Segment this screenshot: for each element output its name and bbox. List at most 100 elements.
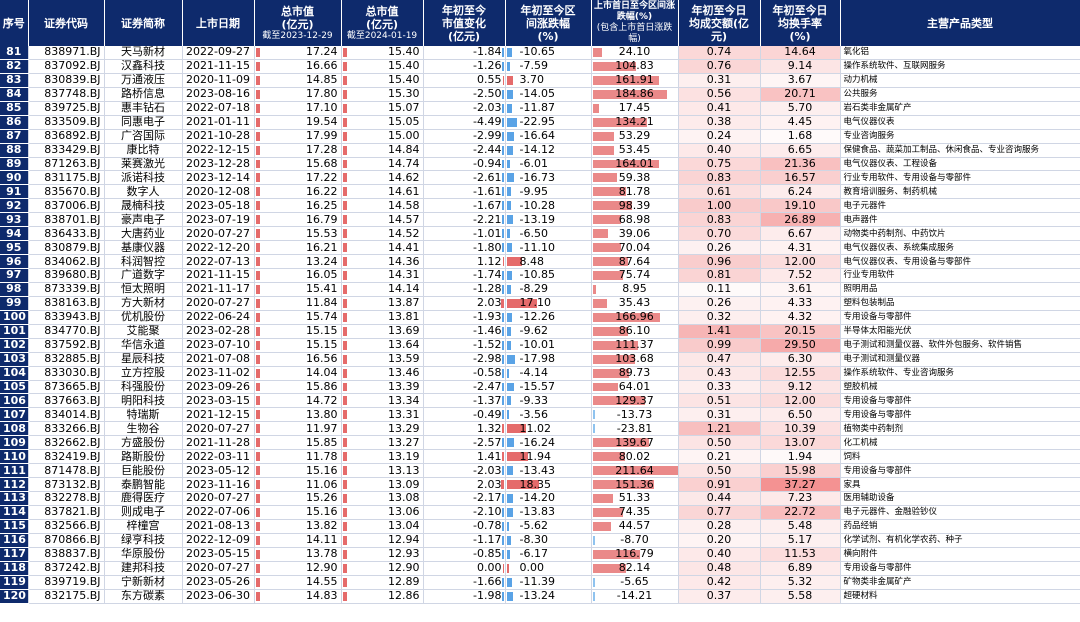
table-row[interactable]: 103 832885.BJ 星辰科技 2021-07-08 16.56 13.59 -2.9… — [0, 352, 1080, 367]
row-avg-rate: 15.98 — [760, 463, 841, 479]
header-ytd-change[interactable]: 年初至今 市值变化 (亿元) — [423, 0, 506, 46]
table-row[interactable]: 110 832419.BJ 路斯股份 2022-03-11 11.78 13.19 1.41… — [0, 449, 1080, 465]
change-bar — [502, 563, 504, 573]
header-name[interactable]: 证券简称 — [104, 0, 183, 46]
table-row[interactable]: 114 837821.BJ 则成电子 2022-07-06 15.16 13.06 -2.1… — [0, 505, 1080, 520]
table-row[interactable]: 120 832175.BJ 东方碳素 2023-06-30 14.83 12.86 -1.9… — [0, 589, 1080, 604]
table-row[interactable]: 85 839725.BJ 惠丰钻石 2022-07-18 17.10 15.07 -2.03… — [0, 101, 1080, 116]
table-row[interactable]: 116 870866.BJ 绿亨科技 2022-12-09 14.11 12.94 -1.1… — [0, 533, 1080, 548]
row-products-value: 电子元器件 — [843, 200, 887, 211]
row-avg-turnover: 0.21 — [678, 449, 761, 465]
row-avg-turnover: 0.32 — [678, 310, 761, 325]
row-code: 837242.BJ — [28, 561, 105, 576]
table-row[interactable]: 93 838701.BJ 豪声电子 2023-07-19 16.79 14.57 -2.21… — [0, 212, 1080, 228]
table-row[interactable]: 87 836892.BJ 广咨国际 2021-10-28 17.99 15.00 -2.99… — [0, 129, 1080, 144]
table-row[interactable]: 100 833943.BJ 优机股份 2022-06-24 15.74 13.81 -1.9… — [0, 310, 1080, 325]
mcap-bar — [342, 257, 347, 266]
row-mcap-2023: 16.21 — [254, 240, 342, 256]
row-mcap-2023: 15.15 — [254, 338, 342, 353]
row-mcap-2023: 15.41 — [254, 282, 342, 297]
table-row[interactable]: 118 837242.BJ 建邦科技 2020-07-27 12.90 12.90 0.00… — [0, 561, 1080, 576]
row-mcap-2024-value: 14.52 — [388, 226, 420, 240]
table-row[interactable]: 105 873665.BJ 科强股份 2023-09-26 15.86 13.39 -2.4… — [0, 380, 1080, 395]
row-ytd-change: -0.85 — [423, 547, 506, 562]
table-row[interactable]: 86 833509.BJ 同惠电子 2021-01-11 19.54 15.05 -4.49… — [0, 115, 1080, 130]
table-row[interactable]: 102 837592.BJ 华信永道 2023-07-10 15.15 13.64 -1.5… — [0, 338, 1080, 353]
table-row[interactable]: 107 834014.BJ 特瑞斯 2021-12-15 13.80 13.31 -0.49… — [0, 407, 1080, 423]
row-code: 835670.BJ — [28, 184, 105, 200]
table-row[interactable]: 88 833429.BJ 康比特 2022-12-15 17.28 14.84 -2.44 -… — [0, 143, 1080, 158]
row-ipo-range-value: 87.64 — [618, 254, 651, 268]
row-ytd-change-value: -1.17 — [473, 533, 502, 547]
row-seq-value: 99 — [6, 296, 22, 310]
header-avg-turnover[interactable]: 年初至今日 均成交额(亿 元) — [678, 0, 761, 46]
row-code: 832662.BJ — [28, 435, 105, 451]
table-row[interactable]: 81 838971.BJ 天马新材 2022-09-27 17.24 15.40 -1.84… — [0, 46, 1080, 60]
row-ytd-change-value: -0.58 — [473, 366, 502, 380]
row-name-value: 方盛股份 — [121, 435, 165, 449]
table-row[interactable]: 94 836433.BJ 大唐药业 2020-07-27 15.53 14.52 -1.01… — [0, 226, 1080, 242]
table-row[interactable]: 113 832278.BJ 鹿得医疗 2020-07-27 15.26 13.08 -2.1… — [0, 491, 1080, 506]
row-ytd-change: -1.66 — [423, 575, 506, 590]
header-avg-rate[interactable]: 年初至今日 均换手率 (%) — [760, 0, 841, 46]
table-row[interactable]: 106 837663.BJ 明阳科技 2023-03-15 14.72 13.34 -1.3… — [0, 393, 1080, 409]
header-seq[interactable]: 序号 — [0, 0, 29, 46]
row-code: 839719.BJ — [28, 575, 105, 590]
row-ytd-change: -2.03 — [423, 463, 506, 479]
table-row[interactable]: 90 831175.BJ 派诺科技 2023-12-14 17.22 14.62 -2.61… — [0, 170, 1080, 186]
table-row[interactable]: 96 834062.BJ 科润智控 2022-07-13 13.24 14.36 1.12 8… — [0, 254, 1080, 269]
row-mcap-2023-value: 15.16 — [306, 505, 338, 519]
row-ipo-range: 51.33 — [591, 491, 679, 506]
row-ytd-change: -0.58 — [423, 366, 506, 381]
header-mcap-2024[interactable]: 总市值 (亿元) 截至2024-01-19 — [341, 0, 424, 46]
row-products-value: 塑料包装制品 — [843, 298, 895, 309]
row-code-value: 837592.BJ — [44, 338, 101, 352]
ipo-bar — [592, 159, 659, 169]
row-ytd-change-value: -1.67 — [473, 198, 502, 212]
header-code[interactable]: 证券代码 — [28, 0, 105, 46]
table-row[interactable]: 92 837006.BJ 晟楠科技 2023-05-18 16.25 14.58 -1.67… — [0, 198, 1080, 214]
row-mcap-2024-value: 14.41 — [388, 240, 420, 254]
header-list-date[interactable]: 上市日期 — [182, 0, 255, 46]
table-row[interactable]: 109 832662.BJ 方盛股份 2021-11-28 15.85 13.27 -2.5… — [0, 435, 1080, 451]
row-ytd-range-value: -13.83 — [519, 505, 555, 519]
table-row[interactable]: 117 838837.BJ 华原股份 2023-05-15 13.78 12.93 -0.8… — [0, 547, 1080, 562]
table-row[interactable]: 119 839719.BJ 宁新新材 2023-05-26 14.55 12.89 -1.6… — [0, 575, 1080, 590]
table-row[interactable]: 97 839680.BJ 广道数字 2021-11-15 16.05 14.31 -1.74… — [0, 268, 1080, 283]
row-ipo-range-value: 39.06 — [618, 226, 651, 240]
row-seq-value: 97 — [6, 268, 22, 282]
header-ipo-range[interactable]: 上市首日至今区间涨跌幅(%) (包含上市首日涨跌幅) — [591, 0, 679, 46]
row-seq-value: 84 — [6, 87, 22, 101]
row-date-value: 2023-12-14 — [186, 170, 250, 184]
table-row[interactable]: 84 837748.BJ 路桥信息 2023-08-16 17.80 15.30 -2.50… — [0, 87, 1080, 102]
table-row[interactable]: 104 833030.BJ 立方控股 2023-11-02 14.04 13.46 -0.5… — [0, 366, 1080, 381]
range-bar — [506, 549, 510, 559]
table-row[interactable]: 101 834770.BJ 艾能聚 2023-02-28 15.15 13.69 -1.46… — [0, 324, 1080, 339]
row-ipo-range: 8.95 — [591, 282, 679, 297]
table-row[interactable]: 112 873132.BJ 泰鹏智能 2023-11-16 11.06 13.09 2.03… — [0, 477, 1080, 492]
table-row[interactable]: 91 835670.BJ 数字人 2020-12-08 16.22 14.61 -1.61 -… — [0, 184, 1080, 200]
table-row[interactable]: 111 871478.BJ 巨能股份 2023-05-12 15.16 13.13 -2.0… — [0, 463, 1080, 479]
row-ytd-change-value: -1.61 — [473, 184, 502, 198]
row-date-value: 2023-11-02 — [186, 366, 250, 380]
row-mcap-2023: 16.25 — [254, 198, 342, 214]
table-row[interactable]: 108 833266.BJ 生物谷 2020-07-27 11.97 13.29 1.32 1… — [0, 421, 1080, 437]
row-ytd-range: 11.94 — [505, 449, 592, 465]
header-products[interactable]: 主营产品类型 — [840, 0, 1080, 46]
table-row[interactable]: 82 837092.BJ 汉鑫科技 2021-11-15 16.66 15.40 -1.26… — [0, 59, 1080, 74]
row-ytd-change-value: -1.01 — [473, 226, 502, 240]
table-row[interactable]: 95 830879.BJ 基康仪器 2022-12-20 16.21 14.41 -1.80… — [0, 240, 1080, 256]
table-row[interactable]: 89 871263.BJ 莱赛激光 2023-12-28 15.68 14.74 -0.94… — [0, 157, 1080, 172]
header-mcap-2023[interactable]: 总市值 (亿元) 截至2023-12-29 — [254, 0, 342, 46]
table-row[interactable]: 83 830839.BJ 万通液压 2020-11-09 14.85 15.40 0.55 3… — [0, 73, 1080, 88]
row-ytd-range: -5.62 — [505, 519, 592, 534]
header-ytd-range[interactable]: 年初至今区 间涨跌幅 (%) — [505, 0, 592, 46]
table-row[interactable]: 99 838163.BJ 方大新材 2020-07-27 11.84 13.87 2.03 1… — [0, 296, 1080, 311]
table-row[interactable]: 115 832566.BJ 梓橦宫 2021-08-13 13.82 13.04 -0.78… — [0, 519, 1080, 534]
row-avg-rate-value: 12.00 — [784, 254, 816, 268]
table-row[interactable]: 98 873339.BJ 恒太照明 2021-11-17 15.41 14.14 -1.28… — [0, 282, 1080, 297]
row-ytd-change-value: -1.66 — [473, 575, 502, 589]
row-ytd-change-value: -4.49 — [473, 115, 502, 129]
row-avg-turnover-value: 0.77 — [706, 505, 732, 519]
row-ipo-range: 139.67 — [591, 435, 679, 451]
